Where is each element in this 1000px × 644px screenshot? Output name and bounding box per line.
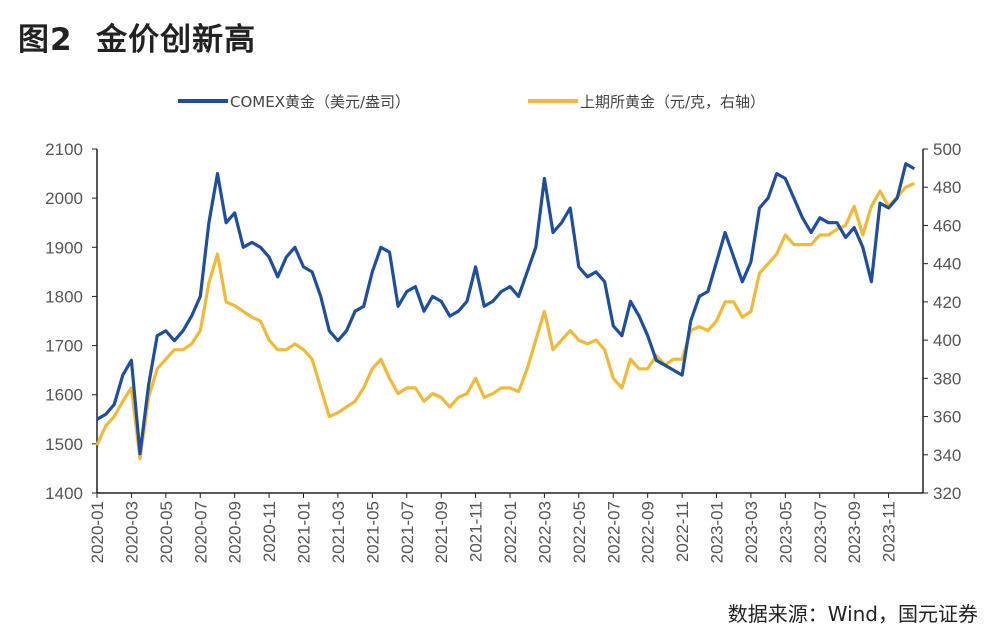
left-axis-tick-label: 2100 xyxy=(45,140,83,159)
legend-label-shfe: 上期所黄金（元/克，右轴） xyxy=(580,93,765,111)
x-axis-tick-label: 2022-03 xyxy=(535,501,554,563)
right-axis-tick-label: 340 xyxy=(933,446,961,465)
x-axis-tick-label: 2020-01 xyxy=(88,501,107,563)
x-axis-tick-label: 2022-01 xyxy=(501,501,520,563)
left-axis-tick-label: 2000 xyxy=(45,189,83,208)
x-axis-tick-label: 2021-03 xyxy=(329,501,348,563)
shfe-gold-line xyxy=(95,181,916,461)
x-axis-tick-label: 2020-09 xyxy=(226,501,245,563)
comex-gold-line xyxy=(96,162,916,456)
x-axis-tick-label: 2021-01 xyxy=(295,501,314,563)
right-axis-tick-label: 500 xyxy=(933,140,961,159)
right-axis-tick-label: 460 xyxy=(933,216,961,235)
left-axis-tick-label: 1900 xyxy=(45,238,83,257)
x-axis-tick-label: 2023-01 xyxy=(708,501,727,563)
x-axis-tick-label: 2021-05 xyxy=(363,501,382,563)
legend-label-comex: COMEX黄金（美元/盎司） xyxy=(230,93,410,111)
x-axis-tick-label: 2022-05 xyxy=(570,501,589,563)
left-axis-tick-label: 1500 xyxy=(45,435,83,454)
right-axis-tick-label: 480 xyxy=(933,178,961,197)
x-axis-tick-label: 2021-11 xyxy=(467,501,486,562)
x-axis-tick-label: 2023-05 xyxy=(776,501,795,563)
x-axis-tick-label: 2023-07 xyxy=(811,501,830,563)
x-axis-tick-label: 2021-09 xyxy=(432,501,451,563)
figure-title: 图2 金价创新高 xyxy=(18,22,257,58)
right-axis-tick-label: 420 xyxy=(933,293,961,312)
right-axis-tick-label: 320 xyxy=(933,484,961,503)
x-axis-tick-label: 2022-09 xyxy=(639,501,658,563)
x-axis-tick-label: 2023-03 xyxy=(742,501,761,563)
data-source: 数据来源：Wind，国元证券 xyxy=(727,602,978,626)
x-axis-tick-label: 2020-05 xyxy=(157,501,176,563)
x-axis-tick-label: 2023-09 xyxy=(845,501,864,563)
x-axis-tick-label: 2022-11 xyxy=(673,501,692,562)
left-axis-tick-label: 1600 xyxy=(45,386,83,405)
right-axis-tick-label: 380 xyxy=(933,369,961,388)
x-axis-tick-label: 2023-11 xyxy=(880,501,899,562)
left-axis-tick-label: 1400 xyxy=(45,484,83,503)
x-axis-tick-label: 2020-07 xyxy=(191,501,210,563)
x-axis-tick-label: 2021-07 xyxy=(398,501,417,563)
x-axis-tick-label: 2020-03 xyxy=(122,501,141,563)
x-axis-tick-label: 2022-07 xyxy=(604,501,623,563)
right-axis-tick-label: 440 xyxy=(933,255,961,274)
x-axis-tick-label: 2020-11 xyxy=(260,501,279,562)
right-axis-tick-label: 360 xyxy=(933,408,961,427)
left-axis-tick-label: 1800 xyxy=(45,287,83,306)
right-axis-tick-label: 400 xyxy=(933,331,961,350)
left-axis-tick-label: 1700 xyxy=(45,337,83,356)
